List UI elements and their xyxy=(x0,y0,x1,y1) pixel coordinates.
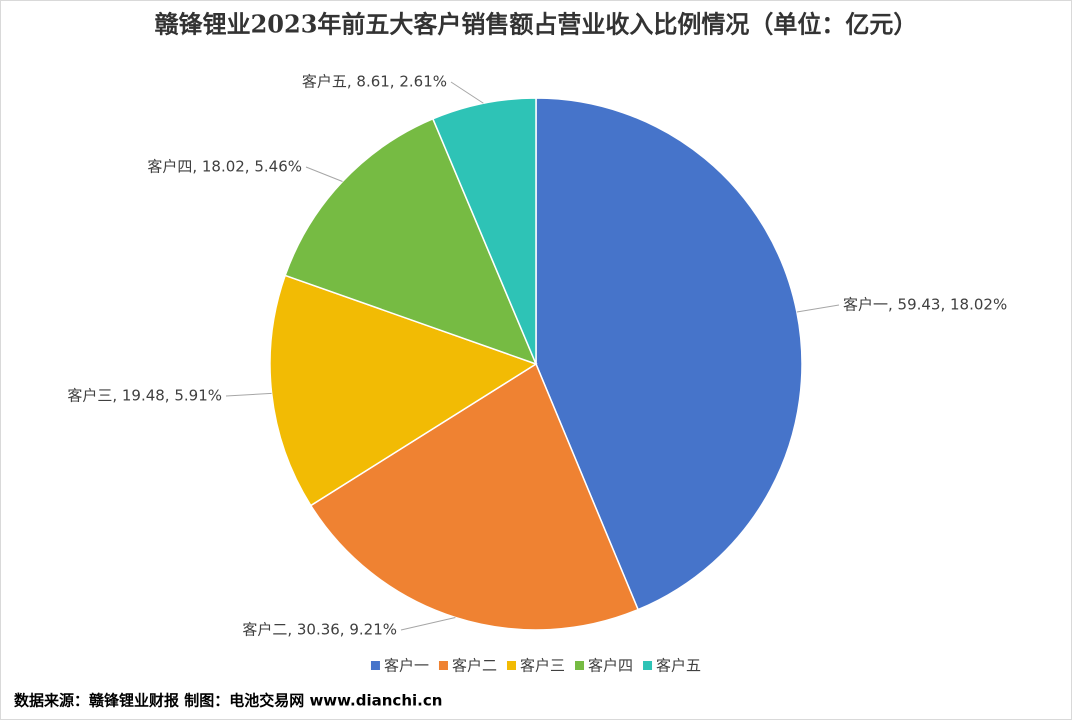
data-label: 客户二, 30.36, 9.21% xyxy=(242,621,397,639)
data-label: 客户五, 8.61, 2.61% xyxy=(302,73,447,91)
legend-swatch xyxy=(506,661,516,670)
legend: 客户一 客户二 客户三 客户四 客户五 xyxy=(370,657,701,675)
pie-slice xyxy=(535,97,803,611)
data-label: 客户一, 59.43, 18.02% xyxy=(843,296,1007,314)
legend-label: 客户四 xyxy=(588,657,633,675)
leader-line xyxy=(225,392,272,397)
leader-line xyxy=(305,166,343,182)
leader-line xyxy=(400,617,456,631)
legend-label: 客户二 xyxy=(452,657,497,675)
chart-title: 赣锋锂业2023年前五大客户销售额占营业收入比例情况（单位：亿元） xyxy=(155,10,918,39)
source-note: 数据来源：赣锋锂业财报 制图：电池交易网 www.dianchi.cn xyxy=(14,692,442,710)
data-label: 客户三, 19.48, 5.91% xyxy=(67,387,222,405)
legend-swatch xyxy=(643,661,653,670)
data-label: 客户四, 18.02, 5.46% xyxy=(147,158,302,176)
leader-line xyxy=(796,304,840,313)
legend-label: 客户三 xyxy=(520,657,565,675)
leader-line xyxy=(450,81,484,104)
pie-slice xyxy=(284,117,538,366)
legend-label: 客户五 xyxy=(656,657,701,675)
legend-swatch xyxy=(575,661,585,670)
legend-swatch xyxy=(370,661,380,670)
legend-swatch xyxy=(438,661,448,670)
pie-slice xyxy=(431,97,537,365)
legend-label: 客户一 xyxy=(384,657,429,675)
